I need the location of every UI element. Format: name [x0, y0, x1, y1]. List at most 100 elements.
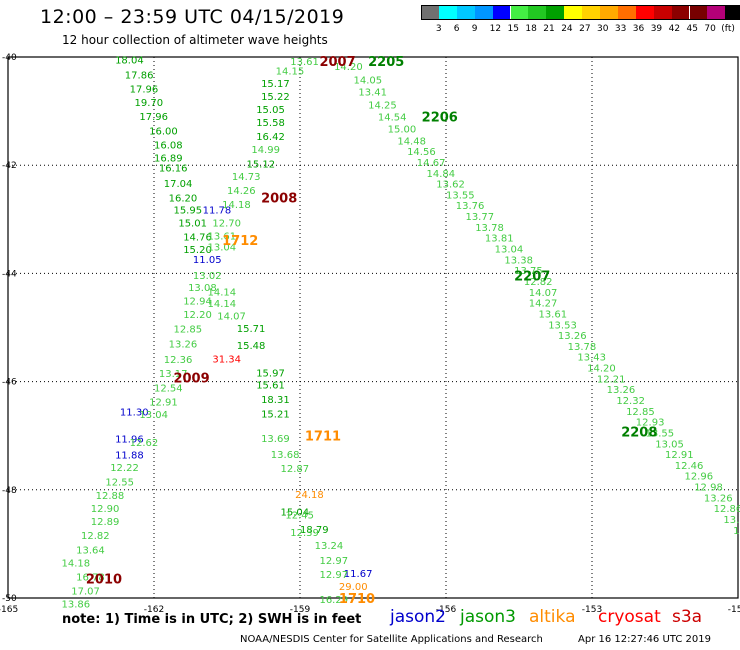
wave-height-value: 13.62	[436, 180, 465, 191]
pass-time-label: 2206	[422, 111, 458, 126]
wave-height-value: 18.04	[115, 56, 144, 67]
wave-height-value: 12.94	[183, 296, 212, 307]
color-scale-label: 24	[561, 24, 573, 34]
wave-height-value: 12.46	[675, 461, 704, 472]
wave-height-value: 14.20	[587, 364, 616, 375]
pass-time-label: 2207	[514, 270, 550, 285]
wave-height-value: 12.20	[183, 310, 212, 321]
wave-height-value: 15.12	[246, 160, 275, 171]
wave-height-value: 13.61	[208, 232, 237, 243]
color-scale-label: 39	[650, 24, 663, 34]
color-scale-label: 33	[614, 24, 627, 34]
wave-height-value: 16.78	[76, 572, 105, 583]
pass-time-label: 2009	[173, 371, 209, 386]
wave-height-value: 13.68	[271, 450, 300, 461]
color-scale-label: 12	[489, 24, 502, 34]
wave-height-value: 12.62	[130, 438, 159, 449]
wave-height-value: 13.61	[290, 57, 319, 68]
color-scale-label: 9	[471, 24, 478, 34]
wave-height-value: 12.82	[524, 277, 553, 288]
wave-height-value: 18.31	[261, 395, 290, 406]
wave-height-value: 13.41	[733, 526, 740, 537]
color-swatch	[546, 5, 565, 20]
color-swatch	[492, 5, 511, 20]
wave-height-value: 14.15	[276, 67, 305, 78]
wave-height-value: 14.07	[529, 288, 558, 299]
lat-tick-label: -44	[2, 269, 17, 279]
wave-height-value: 12.97	[319, 556, 348, 567]
wave-height-value: 13.43	[577, 353, 606, 364]
color-scale-label: 45	[686, 24, 698, 34]
wave-height-value: 12.90	[91, 504, 120, 515]
color-swatch	[671, 5, 690, 20]
mission-label-altika: altika	[529, 607, 576, 627]
wave-height-value: 16.89	[154, 154, 183, 165]
color-swatch	[564, 5, 583, 20]
lon-tick-label: -159	[290, 605, 311, 615]
wave-height-value: 15.21	[261, 410, 290, 421]
lat-tick-label: -42	[2, 161, 17, 171]
wave-height-value: 12.36	[164, 355, 193, 366]
wave-height-value: 13.81	[485, 234, 514, 245]
color-scale-label: 21	[543, 24, 555, 34]
wave-height-value: 13.77	[465, 212, 494, 223]
wave-height-value: 15.58	[256, 118, 285, 129]
color-scale-label: 30	[597, 24, 609, 34]
wave-height-value: 15.22	[261, 92, 290, 103]
mission-label-jason3: jason3	[460, 607, 516, 627]
wave-height-value: 12.45	[285, 511, 314, 522]
wave-height-value: 12.32	[616, 396, 645, 407]
pass-time-label: 2010	[86, 573, 122, 588]
color-swatch	[421, 5, 439, 20]
wave-height-value: 13.75	[514, 266, 543, 277]
color-swatch	[582, 5, 600, 20]
wave-height-value: 12.82	[81, 531, 110, 542]
pass-time-label: 1711	[305, 430, 341, 445]
pass-time-label: 1712	[222, 234, 258, 249]
wave-height-value: 16.20	[169, 194, 198, 205]
wave-height-value: 15.17	[261, 79, 290, 90]
wave-height-value: 18.79	[300, 525, 329, 536]
wave-height-value: 12.89	[91, 517, 120, 528]
wave-height-value: 13.26	[607, 385, 636, 396]
wave-height-value: 13.61	[538, 309, 567, 320]
wave-height-value: 13.04	[139, 410, 168, 421]
color-swatch	[456, 5, 475, 20]
wave-height-value: 11.96	[115, 434, 144, 445]
color-scale-label: 42	[668, 24, 681, 34]
wave-height-value: 17.86	[125, 70, 154, 81]
wave-height-value: 13.76	[456, 201, 485, 212]
wave-height-value: 15.97	[256, 368, 285, 379]
wave-height-value: 15.20	[183, 245, 212, 256]
color-scale-label: 6	[453, 24, 460, 34]
wave-height-value: 12.85	[626, 407, 655, 418]
wave-height-value: 13.02	[193, 271, 222, 282]
wave-height-value: 12.98	[694, 483, 723, 494]
wave-height-value: 16.29	[319, 595, 348, 606]
wave-height-value: 13.86	[62, 599, 91, 610]
wave-height-value: 12.93	[636, 418, 665, 429]
wave-height-value: 16.08	[154, 141, 183, 152]
color-swatch	[707, 5, 726, 20]
wave-height-value: 13.26	[558, 331, 587, 342]
wave-height-value: 29.00	[339, 582, 368, 593]
wave-height-value: 12.97	[319, 570, 348, 581]
wave-height-value: 14.76	[183, 233, 212, 244]
wave-height-value: 15.71	[237, 324, 266, 335]
wave-height-value: 12.54	[154, 384, 183, 395]
wave-height-value: 14.25	[368, 101, 397, 112]
wave-height-value: 12.96	[684, 472, 713, 483]
wave-height-value: 14.84	[427, 169, 456, 180]
wave-height-value: 14.48	[397, 136, 426, 147]
wave-height-value: 16.00	[149, 127, 178, 138]
wave-height-value: 11.05	[193, 255, 222, 266]
lon-tick-label: -162	[144, 605, 164, 615]
wave-height-value: 14.18	[222, 200, 251, 211]
wave-height-value: 14.07	[217, 312, 246, 323]
wave-height-value: 13.78	[475, 223, 504, 234]
wave-height-value: 14.73	[232, 172, 261, 183]
wave-height-value: 17.07	[71, 586, 100, 597]
color-scale-label: 18	[525, 24, 537, 34]
wave-height-value: 11.67	[344, 569, 373, 580]
